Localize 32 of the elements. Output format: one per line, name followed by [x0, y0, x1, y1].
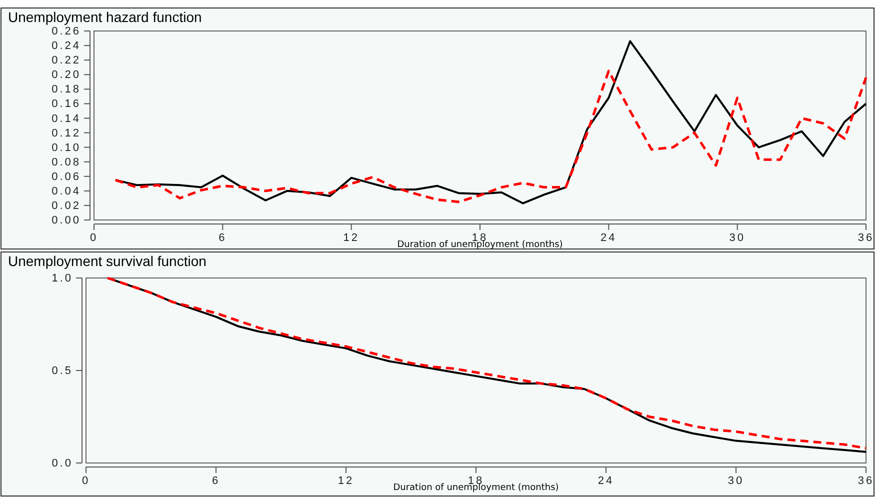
x-tick-label: 36 — [858, 474, 874, 487]
y-tick-label: 0.20 — [52, 69, 81, 82]
y-tick-label: 0.10 — [52, 142, 81, 154]
y-tick-label: 0.0 — [52, 458, 73, 470]
x-tick-label: 0 — [90, 232, 98, 244]
y-tick-label: 1.0 — [52, 272, 73, 285]
y-tick-label: 0.22 — [52, 54, 81, 67]
y-tick-label: 0.16 — [52, 98, 81, 110]
y-tick-label: 0.00 — [52, 214, 81, 227]
x-tick-label: 24 — [600, 232, 617, 244]
x-tick-label: 6 — [218, 232, 227, 244]
y-tick-label: 0.04 — [52, 185, 81, 198]
y-tick-label: 0.14 — [52, 112, 81, 125]
y-tick-label: 0.08 — [52, 156, 81, 168]
y-tick-label: 0.24 — [52, 40, 81, 52]
x-tick-label: 6 — [212, 474, 220, 487]
x-tick-label: 36 — [858, 232, 874, 244]
y-tick-label: 0.26 — [52, 26, 81, 38]
x-tick-label: 24 — [598, 474, 614, 487]
y-tick-label: 0.12 — [52, 127, 81, 140]
y-tick-label: 0.18 — [52, 84, 81, 96]
x-tick-label: 0 — [82, 474, 90, 487]
y-tick-label: 0.06 — [52, 170, 81, 183]
chart-title: Unemployment hazard function — [8, 9, 202, 25]
chart-title: Unemployment survival function — [8, 253, 206, 269]
x-tick-label: 30 — [728, 474, 744, 487]
line-series — [114, 70, 868, 204]
x-tick-label: 12 — [343, 232, 360, 244]
x-tick-label: 30 — [729, 232, 746, 244]
y-tick-label: 0.02 — [52, 200, 81, 212]
x-tick-label: 12 — [338, 474, 354, 487]
y-tick-label: 0.5 — [52, 365, 73, 378]
